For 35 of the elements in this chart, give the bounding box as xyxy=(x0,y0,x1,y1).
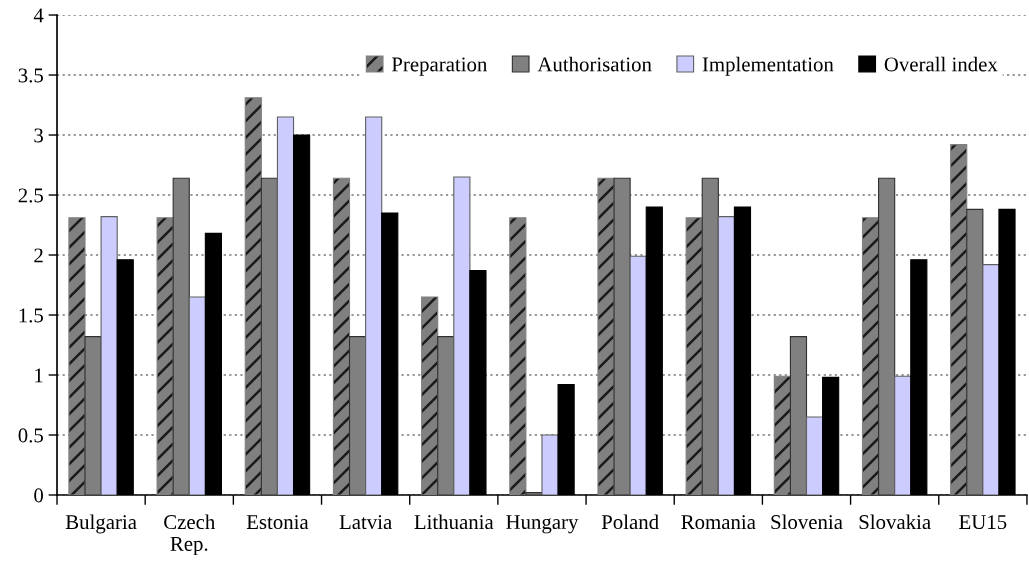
y-tick-label: 2 xyxy=(34,248,43,263)
bar xyxy=(276,116,295,495)
bar xyxy=(894,375,912,495)
legend-label: Authorisation xyxy=(537,56,652,72)
y-tick-label: 1.5 xyxy=(19,308,43,323)
x-tick-label: Slovakia xyxy=(859,514,931,530)
bar xyxy=(365,116,383,495)
x-tick-label: EU15 xyxy=(959,515,1007,530)
x-tick-label: Poland xyxy=(601,514,659,530)
bar xyxy=(982,264,1000,495)
legend-label: Implementation xyxy=(702,56,834,76)
x-tick-label: Lithuania xyxy=(414,514,494,530)
x-tick-label: Slovenia xyxy=(771,514,843,530)
bar xyxy=(100,216,118,495)
bar xyxy=(188,296,206,495)
bar xyxy=(453,176,471,495)
y-tick-label: 0 xyxy=(34,488,44,503)
y-tick-label: 0.5 xyxy=(18,428,43,443)
x-tick-label: Estonia xyxy=(246,515,309,530)
bar xyxy=(805,416,824,495)
x-tick-label: Bulgaria xyxy=(65,514,137,534)
y-tick-label: 1 xyxy=(35,368,43,383)
bar xyxy=(541,434,559,495)
legend-label: Overall index xyxy=(884,56,998,72)
y-tick-label: 3.5 xyxy=(18,68,43,83)
y-tick-label: 4 xyxy=(33,8,44,23)
bar xyxy=(629,255,647,495)
x-tick-label: Hungary xyxy=(506,515,579,534)
bar xyxy=(717,216,735,495)
y-tick-label: 2.5 xyxy=(18,188,43,203)
x-tick-label: Romania xyxy=(681,515,756,530)
legend-label: Preparation xyxy=(391,57,488,76)
y-tick-label: 3 xyxy=(34,128,43,143)
x-tick-label: Latvia xyxy=(339,515,392,530)
x-tick-label: Czech Rep. xyxy=(164,514,216,556)
